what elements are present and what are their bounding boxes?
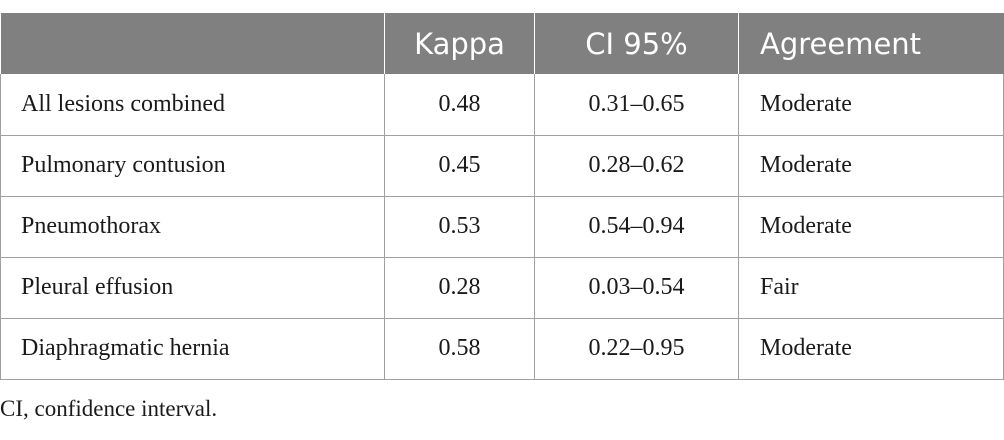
cell-agreement: Moderate bbox=[738, 196, 1004, 257]
header-row: Kappa CI 95% Agreement bbox=[0, 13, 1004, 74]
cell-ci: 0.22–0.95 bbox=[534, 318, 739, 379]
kappa-agreement-table-container: Kappa CI 95% Agreement All lesions combi… bbox=[0, 13, 1004, 380]
cell-lesion: Diaphragmatic hernia bbox=[0, 318, 385, 379]
cell-lesion: All lesions combined bbox=[0, 74, 385, 135]
cell-kappa: 0.53 bbox=[384, 196, 535, 257]
table-row: Pneumothorax 0.53 0.54–0.94 Moderate bbox=[0, 196, 1004, 257]
header-agreement: Agreement bbox=[738, 13, 1004, 74]
table-body: All lesions combined 0.48 0.31–0.65 Mode… bbox=[0, 74, 1004, 379]
cell-kappa: 0.28 bbox=[384, 257, 535, 318]
cell-ci: 0.03–0.54 bbox=[534, 257, 739, 318]
table-row: Pulmonary contusion 0.45 0.28–0.62 Moder… bbox=[0, 135, 1004, 196]
table-header: Kappa CI 95% Agreement bbox=[0, 13, 1004, 74]
cell-agreement: Moderate bbox=[738, 318, 1004, 379]
table-row: All lesions combined 0.48 0.31–0.65 Mode… bbox=[0, 74, 1004, 135]
cell-kappa: 0.58 bbox=[384, 318, 535, 379]
table-row: Pleural effusion 0.28 0.03–0.54 Fair bbox=[0, 257, 1004, 318]
cell-lesion: Pneumothorax bbox=[0, 196, 385, 257]
header-ci: CI 95% bbox=[534, 13, 739, 74]
cell-lesion: Pleural effusion bbox=[0, 257, 385, 318]
cell-kappa: 0.45 bbox=[384, 135, 535, 196]
table-footnote: CI, confidence interval. bbox=[0, 396, 218, 421]
cell-lesion: Pulmonary contusion bbox=[0, 135, 385, 196]
cell-agreement: Fair bbox=[738, 257, 1004, 318]
cell-ci: 0.54–0.94 bbox=[534, 196, 739, 257]
kappa-agreement-table: Kappa CI 95% Agreement All lesions combi… bbox=[0, 13, 1004, 380]
cell-ci: 0.28–0.62 bbox=[534, 135, 739, 196]
cell-agreement: Moderate bbox=[738, 74, 1004, 135]
cell-kappa: 0.48 bbox=[384, 74, 535, 135]
cell-agreement: Moderate bbox=[738, 135, 1004, 196]
header-kappa: Kappa bbox=[384, 13, 535, 74]
table-row: Diaphragmatic hernia 0.58 0.22–0.95 Mode… bbox=[0, 318, 1004, 379]
cell-ci: 0.31–0.65 bbox=[534, 74, 739, 135]
header-lesion bbox=[1, 13, 385, 74]
